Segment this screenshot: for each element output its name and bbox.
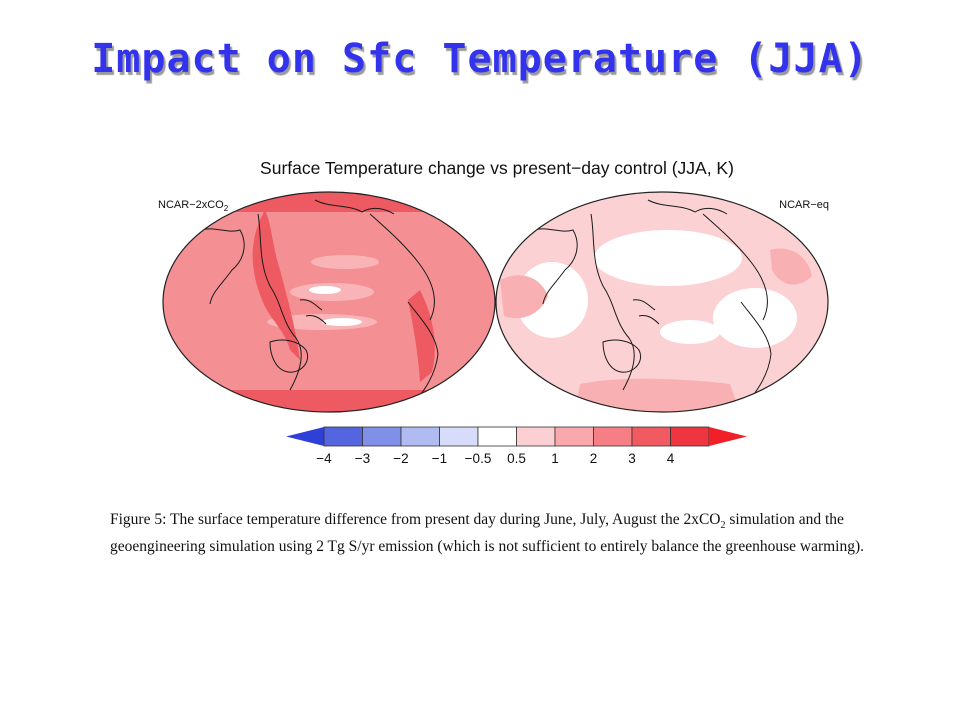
colorbar-segment (593, 426, 633, 447)
colorbar-segment (516, 426, 556, 447)
colorbar-segment (400, 426, 440, 447)
colorbar-segment (554, 426, 594, 447)
coastline (269, 339, 308, 373)
coastline (369, 213, 435, 321)
warm-patch (770, 248, 812, 285)
figure-title: Surface Temperature change vs present−da… (260, 158, 734, 178)
neutral-region (660, 320, 720, 344)
colorbar-tick-label: 0.5 (507, 451, 526, 466)
temperature-figure: Surface Temperature change vs present−da… (158, 158, 829, 466)
panel-label-eq: NCAR−eq (779, 199, 829, 211)
coastline (602, 339, 641, 373)
map-outline (162, 191, 496, 413)
colorbar-segment (362, 426, 402, 447)
caption-text: Figure 5: The surface temperature differ… (110, 511, 721, 528)
panel-label-2xco2: NCAR−2xCO2 (158, 199, 229, 213)
map-background (163, 192, 495, 412)
neutral-region (713, 288, 797, 348)
colorbar-ticks: −4 −3 −2 −1 −0.5 0.5 1 2 3 4 (316, 451, 674, 466)
panel-label-subscript: 2 (224, 204, 229, 213)
colorbar-tick-label: −1 (432, 451, 447, 466)
coastline (702, 213, 768, 321)
colorbar-segment (670, 426, 710, 447)
colorbar-tick-label: 1 (551, 451, 559, 466)
colorbar (286, 426, 747, 447)
warm-patch (500, 275, 548, 319)
caption-subscript: 2 (720, 520, 726, 532)
coastline (314, 199, 395, 215)
colorbar-tick-label: −4 (316, 451, 332, 466)
coastline (407, 301, 439, 399)
coastline (740, 301, 772, 399)
colorbar-tick-label: 4 (667, 451, 675, 466)
caption-text-continued: simulation and the geoengineering simula… (110, 511, 865, 556)
coastline (632, 299, 660, 325)
colorbar-segment (439, 426, 479, 447)
coastline (590, 213, 635, 391)
slide-title: Impact on Sfc Temperature (JJA) (91, 36, 869, 82)
colorbar-tick-label: −3 (355, 451, 370, 466)
warm-patch (575, 378, 740, 412)
land-warming (252, 210, 300, 360)
land-warming (408, 290, 435, 382)
coastline (532, 228, 578, 305)
panel-label-text: NCAR−2xCO (158, 199, 224, 211)
figure-caption: Figure 5: The surface temperature differ… (110, 509, 890, 557)
map-outline (495, 191, 829, 413)
coastline (257, 213, 302, 391)
ocean-patch (311, 255, 379, 269)
map-panel-eq (496, 192, 828, 412)
cool-spot (322, 318, 362, 326)
coastline (647, 199, 728, 215)
colorbar-tick-label: −0.5 (465, 451, 492, 466)
colorbar-tick-label: 3 (628, 451, 636, 466)
colorbar-arrow-low (286, 427, 324, 446)
colorbar-tick-label: −2 (393, 451, 408, 466)
colorbar-segment (631, 426, 671, 447)
colorbar-segment (477, 426, 517, 447)
southern-band (163, 390, 495, 412)
coastline (299, 299, 327, 325)
colorbar-segment (323, 426, 363, 447)
colorbar-arrow-high (709, 427, 747, 446)
colorbar-tick-label: 2 (590, 451, 598, 466)
neutral-region (594, 230, 742, 286)
cool-spot (309, 286, 341, 294)
coastline (199, 228, 245, 305)
